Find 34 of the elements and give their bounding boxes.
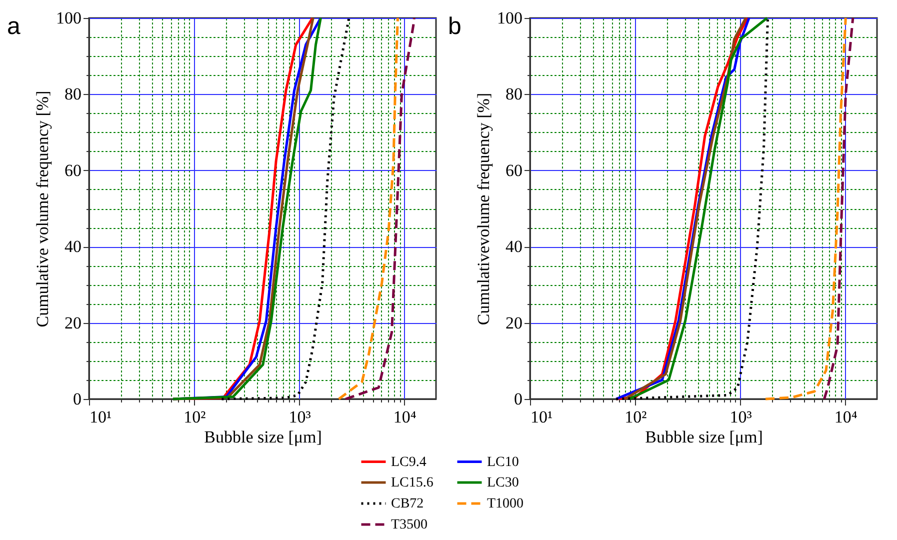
legend-label: LC9.4 <box>391 454 426 470</box>
x-tick-label: 10⁴ <box>393 408 416 426</box>
x-tick-label: 10² <box>624 408 647 426</box>
x-tick-label: 10¹ <box>530 408 553 426</box>
y-tick-label: 100 <box>56 8 82 28</box>
legend-label: LC30 <box>487 476 519 490</box>
y-tick-label: 80 <box>64 84 82 104</box>
y-tick-label: 60 <box>64 160 82 180</box>
x-tick-label: 10³ <box>730 408 752 426</box>
y-tick-label: 100 <box>497 8 522 28</box>
x-tick-label: 10⁴ <box>834 408 858 426</box>
y-tick-label: 80 <box>506 84 522 104</box>
line-series <box>823 16 854 400</box>
y-tick-label: 0 <box>73 390 82 408</box>
legend-label: T1000 <box>487 496 524 512</box>
legend-label: LC10 <box>487 454 519 470</box>
legend-label: CB72 <box>391 496 424 512</box>
x-axis-title: Bubble size [μm] <box>645 428 763 446</box>
x-tick-label: 10¹ <box>90 408 112 426</box>
x-tick-label: 10² <box>184 408 206 426</box>
y-axis-title: Cumulativevolume frequency [%] <box>474 92 493 326</box>
legend-label: T3500 <box>391 518 428 532</box>
y-axis-title: Cumulative volume frequency [%] <box>33 90 52 328</box>
legend-label: LC15.6 <box>391 476 434 490</box>
y-tick-label: 40 <box>506 237 522 256</box>
y-tick-label: 60 <box>506 160 522 180</box>
y-tick-label: 20 <box>506 313 522 332</box>
chart-title: b <box>448 13 462 40</box>
y-tick-label: 40 <box>64 237 82 256</box>
y-tick-label: 0 <box>514 390 522 408</box>
y-tick-label: 20 <box>64 313 82 332</box>
chart-title: a <box>7 13 21 40</box>
x-tick-label: 10³ <box>288 408 311 426</box>
x-axis-title: Bubble size [μm] <box>204 428 322 446</box>
